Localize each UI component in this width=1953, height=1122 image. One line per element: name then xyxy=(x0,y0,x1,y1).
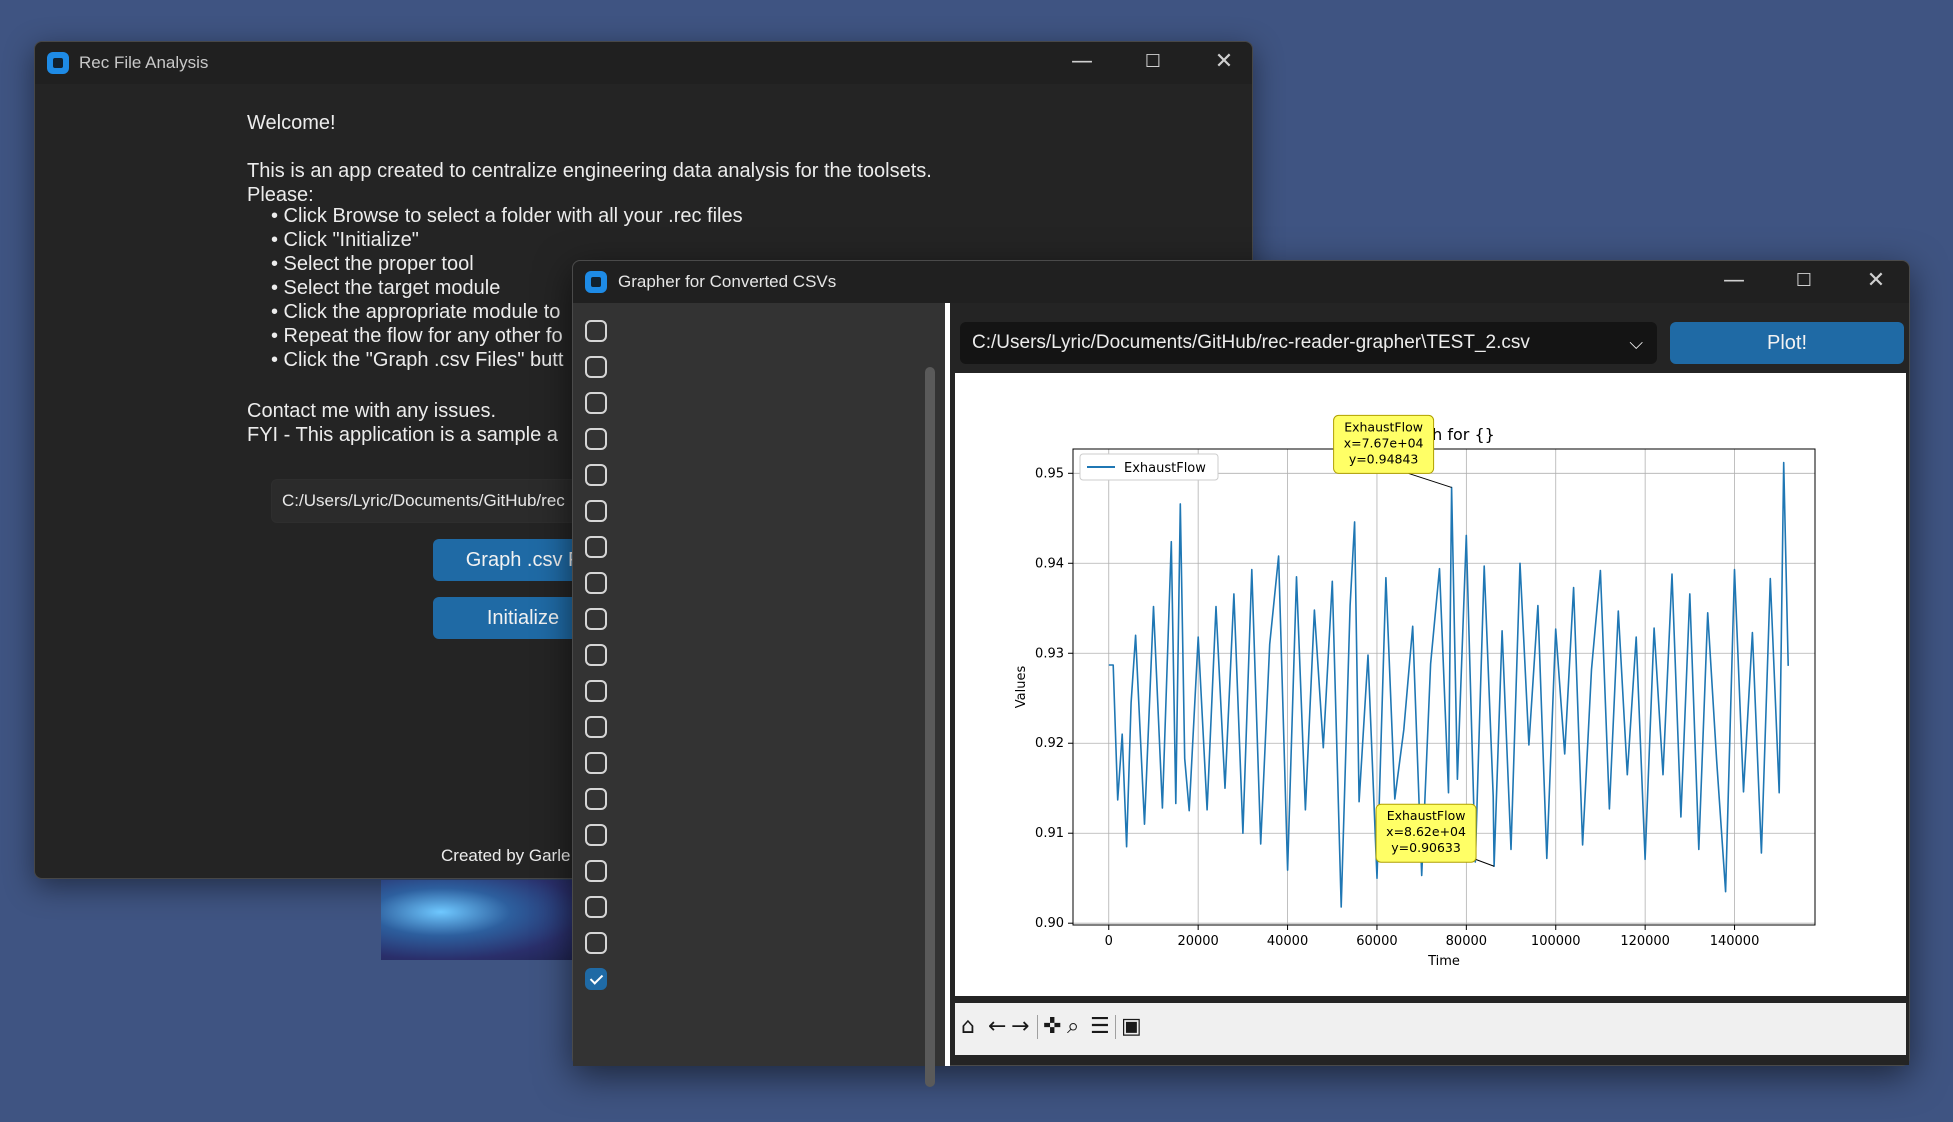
line-chart: 0 20000 40000 60000 80000 100000 120000 140000 0… xyxy=(1014,414,1816,969)
y-tick-label: 0.92 xyxy=(1035,736,1064,751)
chart-figure: 0 20000 40000 60000 80000 100000 120000 140000 0… xyxy=(955,373,1906,996)
annotation-box xyxy=(1333,414,1435,474)
home-icon[interactable]: ⌂ xyxy=(961,1014,975,1039)
maximize-icon[interactable]: ☐ xyxy=(1795,270,1813,291)
csv-checkbox[interactable] xyxy=(585,968,607,990)
app-icon xyxy=(585,271,607,293)
plot-area-frame xyxy=(1072,448,1816,926)
csv-checkbox-list xyxy=(573,303,945,1087)
csv-checkbox[interactable] xyxy=(585,320,607,342)
app-icon xyxy=(47,52,69,74)
annotation-box xyxy=(1375,803,1477,863)
intro-text: This is an app created to centralize eng… xyxy=(247,160,932,182)
x-tick-label: 60000 xyxy=(1356,934,1397,949)
annotation-x: x=7.67e+04 xyxy=(1344,435,1424,450)
maximize-icon[interactable]: ☐ xyxy=(1144,51,1162,72)
x-tick-label: 80000 xyxy=(1446,934,1487,949)
instruction-item: • Select the proper tool xyxy=(271,253,474,275)
csv-checkbox[interactable] xyxy=(585,932,607,954)
background-image xyxy=(381,880,581,960)
instruction-item: • Click "Initialize" xyxy=(271,229,419,251)
x-tick-label: 100000 xyxy=(1531,934,1581,949)
toolbar-separator xyxy=(1115,1015,1116,1039)
csv-file-select[interactable]: C:/Users/Lyric/Documents/GitHub/rec-read… xyxy=(960,322,1657,364)
x-axis-label: Time xyxy=(1427,954,1460,969)
annotation-arrow xyxy=(1408,472,1452,488)
csv-checkbox[interactable] xyxy=(585,680,607,702)
instruction-list: • Click Browse to select a folder with a… xyxy=(271,204,743,372)
csv-checkbox[interactable] xyxy=(585,392,607,414)
plot-toolbar: ⌂ ← → ✜ ⌕ ☰ ▣ xyxy=(955,1003,1906,1055)
chevron-down-icon[interactable]: ⌵ xyxy=(1629,333,1643,353)
instruction-item: • Click the appropriate module to xyxy=(271,301,561,323)
csv-checkbox[interactable] xyxy=(585,644,607,666)
y-tick-label: 0.95 xyxy=(1035,466,1064,481)
window-title: Rec File Analysis xyxy=(79,53,209,72)
minimize-icon[interactable]: — xyxy=(1071,49,1093,74)
x-tick-label: 20000 xyxy=(1177,934,1218,949)
annotation-y: y=0.94843 xyxy=(1349,451,1419,466)
annotation-series: ExhaustFlow xyxy=(1344,419,1423,434)
csv-checkbox[interactable] xyxy=(585,356,607,378)
minimize-icon[interactable]: — xyxy=(1723,268,1745,293)
configure-icon[interactable]: ☰ xyxy=(1090,1014,1110,1039)
back-arrow-icon[interactable]: ← xyxy=(988,1014,1007,1039)
csv-checkbox[interactable] xyxy=(585,572,607,594)
y-tick-label: 0.91 xyxy=(1035,826,1064,841)
plot-button[interactable]: Plot! xyxy=(1670,322,1904,364)
x-tick-label: 0 xyxy=(1105,934,1113,949)
y-tick-label: 0.94 xyxy=(1035,556,1064,571)
csv-checkbox[interactable] xyxy=(585,716,607,738)
instruction-item: • Repeat the flow for any other fo xyxy=(271,325,563,347)
csv-checkbox[interactable] xyxy=(585,428,607,450)
legend-label: ExhaustFlow xyxy=(1124,461,1206,476)
csv-file-select-value: C:/Users/Lyric/Documents/GitHub/rec-read… xyxy=(972,332,1530,353)
csv-checkbox[interactable] xyxy=(585,896,607,918)
window-title: Grapher for Converted CSVs xyxy=(618,272,837,291)
folder-path-input[interactable]: C:/Users/Lyric/Documents/GitHub/rec xyxy=(271,479,591,523)
annotation-x: x=8.62e+04 xyxy=(1386,824,1466,839)
x-tick-label: 40000 xyxy=(1267,934,1308,949)
zoom-icon[interactable]: ⌕ xyxy=(1067,1014,1080,1039)
toolbar-separator xyxy=(1037,1015,1038,1039)
close-icon[interactable]: ✕ xyxy=(1214,49,1234,74)
grapher-window: Grapher for Converted CSVs — ☐ ✕ C:/User… xyxy=(572,260,1910,1087)
panel-divider[interactable] xyxy=(945,303,950,1066)
welcome-heading: Welcome! xyxy=(247,112,336,134)
csv-checkbox[interactable] xyxy=(585,500,607,522)
title-bar: Rec File Analysis — ☐ ✕ xyxy=(35,42,1252,84)
series-line-exhaustflow xyxy=(1108,461,1789,908)
forward-arrow-icon[interactable]: → xyxy=(1011,1014,1030,1039)
x-tick-label: 120000 xyxy=(1620,934,1670,949)
fyi-text: FYI - This application is a sample a xyxy=(247,424,558,446)
y-axis-label: Values xyxy=(1014,666,1029,709)
save-icon[interactable]: ▣ xyxy=(1121,1014,1142,1039)
instruction-item: • Click the "Graph .csv Files" butt xyxy=(271,349,564,371)
plot-panel: C:/Users/Lyric/Documents/GitHub/rec-read… xyxy=(950,303,1909,1065)
close-icon[interactable]: ✕ xyxy=(1866,268,1886,293)
csv-checkbox[interactable] xyxy=(585,824,607,846)
y-tick-label: 0.90 xyxy=(1035,916,1064,931)
legend-box xyxy=(1079,453,1219,481)
csv-checkbox[interactable] xyxy=(585,788,607,810)
csv-checkbox[interactable] xyxy=(585,860,607,882)
csv-checkbox[interactable] xyxy=(585,464,607,486)
please-text: Please: xyxy=(247,184,314,206)
y-tick-label: 0.93 xyxy=(1035,646,1064,661)
csv-checkbox[interactable] xyxy=(585,752,607,774)
x-tick-label: 140000 xyxy=(1710,934,1760,949)
csv-checkbox[interactable] xyxy=(585,608,607,630)
instruction-item: • Click Browse to select a folder with a… xyxy=(271,205,743,227)
scrollbar[interactable] xyxy=(925,367,935,1087)
annotation-y: y=0.90633 xyxy=(1391,840,1461,855)
annotation-series: ExhaustFlow xyxy=(1387,808,1466,823)
instruction-item: • Select the target module xyxy=(271,277,501,299)
contact-text: Contact me with any issues. xyxy=(247,400,496,422)
credits-text: Created by Garle xyxy=(441,846,571,865)
pan-icon[interactable]: ✜ xyxy=(1043,1014,1062,1039)
csv-checkbox[interactable] xyxy=(585,536,607,558)
title-bar: Grapher for Converted CSVs — ☐ ✕ xyxy=(573,261,1909,303)
